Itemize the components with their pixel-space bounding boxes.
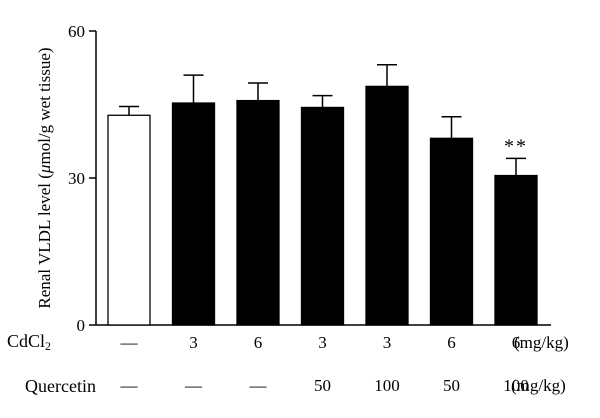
cdcl2-dose-cell: — (120, 333, 138, 352)
cdcl2-dose-cell: 3 (318, 333, 327, 352)
bar (171, 102, 216, 326)
cdcl2-label: CdCl2 (7, 331, 52, 353)
quercetin-dose-cell: — (120, 376, 138, 395)
quercetin-dose-cell: — (249, 376, 267, 395)
y-tick-label: 60 (68, 22, 85, 41)
y-tick-label: 30 (68, 169, 85, 188)
bar (365, 85, 409, 326)
cdcl2-dose-cell: 3 (382, 333, 392, 352)
y-tick-label: 0 (77, 316, 86, 335)
cdcl2-unit-label: (mg/kg) (514, 333, 569, 352)
significance-annotation: ** (504, 135, 528, 157)
quercetin-label: Quercetin (25, 376, 96, 396)
cdcl2-dose-cell: 3 (189, 333, 198, 352)
bar (494, 174, 538, 326)
bar (429, 137, 474, 326)
bar (107, 114, 151, 326)
quercetin-unit-label: (mg/kg) (511, 376, 566, 395)
y-axis-label: Renal VLDL level (μmol/g wet tissue) (35, 47, 54, 308)
quercetin-dose-cell: 50 (443, 376, 460, 395)
bar (300, 106, 345, 326)
axes: 0 30 60 (68, 22, 551, 335)
cdcl2-dose-cell: 6 (511, 333, 521, 352)
quercetin-dose-cell: 100 (503, 376, 529, 395)
quercetin-dose-cell: 100 (374, 376, 400, 395)
bars: ** (107, 64, 538, 326)
quercetin-dose-cell: — (185, 376, 202, 395)
quercetin-dose-cell: 50 (314, 376, 331, 395)
bar (236, 99, 280, 326)
cdcl2-dose-cell: 6 (253, 333, 263, 352)
cdcl2-dose-cell: 6 (447, 333, 456, 352)
